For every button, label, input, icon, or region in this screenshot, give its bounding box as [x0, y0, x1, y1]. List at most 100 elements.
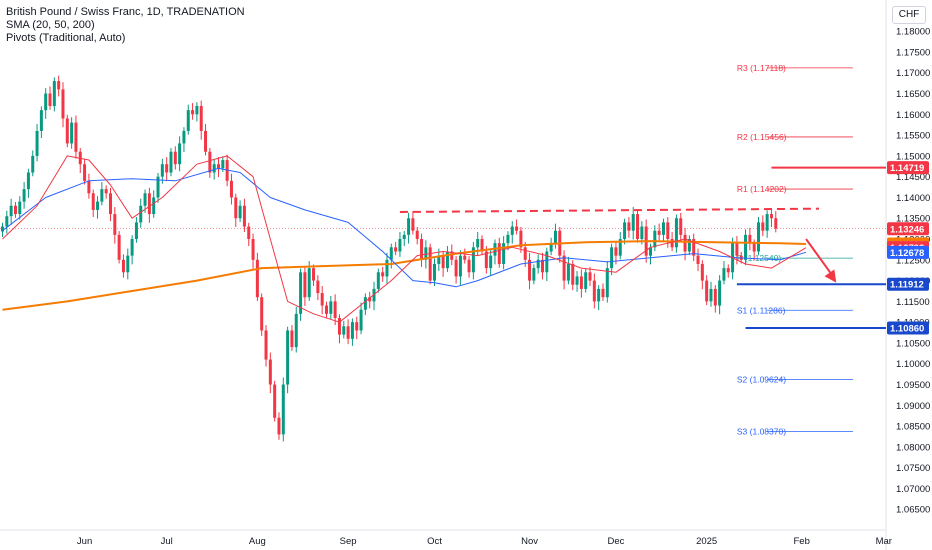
- candle-body: [87, 180, 91, 194]
- candle-body: [519, 230, 523, 248]
- pivot-label: S1 (1.11286): [737, 305, 786, 315]
- candle-body: [208, 151, 212, 173]
- candle-body: [104, 189, 108, 194]
- candle-body: [722, 268, 726, 281]
- candle-body: [765, 214, 769, 231]
- candle-body: [394, 247, 398, 252]
- candle-body: [70, 122, 74, 144]
- price-tick-label: 1.17500: [896, 47, 930, 58]
- candle-body: [363, 297, 367, 310]
- pivot-label: R2 (1.15456): [737, 132, 787, 142]
- candle-body: [718, 280, 722, 306]
- candle-body: [9, 205, 13, 217]
- resistance-trendline[interactable]: [399, 207, 819, 213]
- currency-button[interactable]: CHF: [892, 6, 926, 24]
- candle-body: [39, 110, 43, 131]
- candle-body: [96, 201, 100, 210]
- price-tick-label: 1.09500: [896, 380, 930, 391]
- candle-body: [476, 239, 480, 248]
- price-tag-label: 1.14719: [890, 163, 924, 174]
- price-tick-label: 1.12500: [896, 255, 930, 266]
- candle-body: [454, 259, 458, 277]
- candle-body: [744, 234, 748, 260]
- time-tick-label: Oct: [427, 536, 442, 547]
- candle-body: [445, 251, 449, 269]
- candle-body: [260, 297, 264, 331]
- candle-body: [337, 318, 341, 335]
- price-tag-label: 1.13246: [890, 224, 924, 235]
- sma-20-line: [2, 155, 807, 323]
- price-tag: [887, 277, 929, 291]
- candle-body: [368, 297, 372, 302]
- price-tick-label: 1.10500: [896, 338, 930, 349]
- candle-body: [381, 272, 385, 277]
- candle-body: [212, 164, 216, 173]
- price-tick-label: 1.13500: [896, 214, 930, 225]
- candle-body: [579, 276, 583, 289]
- time-tick-label: 2025: [696, 536, 717, 547]
- pivot-label: R1 (1.14202): [737, 184, 787, 194]
- candle-body: [385, 259, 389, 277]
- candle-body: [605, 268, 609, 298]
- candle-body: [484, 251, 488, 269]
- price-tag: [887, 161, 929, 175]
- candle-body: [402, 234, 406, 240]
- forecast-arrow-shaft[interactable]: [805, 238, 835, 278]
- candle-body: [277, 417, 281, 435]
- sma-indicator-label[interactable]: SMA (20, 50, 200): [6, 19, 95, 31]
- candle-body: [186, 110, 190, 131]
- price-tick-label: 1.15000: [896, 151, 930, 162]
- price-tag: [887, 321, 929, 335]
- candle-body: [571, 263, 575, 285]
- candle-body: [489, 255, 493, 269]
- candle-body: [618, 239, 622, 256]
- pivot-label: S2 (1.09624): [737, 374, 786, 384]
- candle-body: [130, 239, 134, 256]
- candle-body: [674, 218, 678, 248]
- pivots-indicator-label[interactable]: Pivots (Traditional, Auto): [6, 32, 126, 44]
- candle-body: [342, 326, 346, 335]
- price-tick-label: 1.11500: [896, 297, 930, 308]
- candle-body: [13, 205, 17, 215]
- candle-body: [657, 230, 661, 235]
- candle-body: [234, 197, 238, 219]
- chart-title: British Pound / Swiss Franc, 1D, TRADENA…: [6, 6, 245, 18]
- candle-body: [273, 384, 277, 418]
- candle-body: [195, 106, 199, 115]
- candle-body: [5, 216, 9, 227]
- candle-body: [510, 226, 514, 235]
- candle-body: [126, 255, 130, 273]
- forecast-arrow-head[interactable]: [824, 269, 837, 283]
- candle-body: [372, 288, 376, 302]
- candle-body: [536, 259, 540, 269]
- candle-body: [74, 122, 78, 152]
- candle-body: [458, 255, 462, 277]
- candle-body: [541, 259, 544, 273]
- candle-body: [411, 218, 415, 231]
- candle-body: [83, 164, 87, 181]
- candle-body: [528, 259, 532, 281]
- candle-body: [52, 81, 56, 106]
- candle-body: [592, 280, 596, 302]
- candle-body: [152, 197, 156, 215]
- candle-body: [35, 130, 39, 156]
- candle-body: [497, 243, 501, 264]
- candle-body: [735, 243, 739, 256]
- candle-body: [204, 130, 208, 152]
- candle-body: [696, 255, 700, 264]
- candle-body: [61, 89, 65, 119]
- candle-body: [156, 176, 160, 198]
- candle-body: [631, 214, 635, 231]
- candle-body: [65, 118, 69, 144]
- candle-body: [238, 205, 242, 219]
- candle-body: [303, 272, 307, 298]
- price-tick-label: 1.14500: [896, 172, 930, 183]
- price-tick-label: 1.07500: [896, 463, 930, 474]
- candle-body: [679, 218, 683, 235]
- candle-body: [653, 230, 657, 248]
- candle-body: [376, 272, 380, 289]
- candle-body: [350, 322, 354, 339]
- candle-body: [450, 251, 454, 260]
- candle-body: [113, 214, 117, 235]
